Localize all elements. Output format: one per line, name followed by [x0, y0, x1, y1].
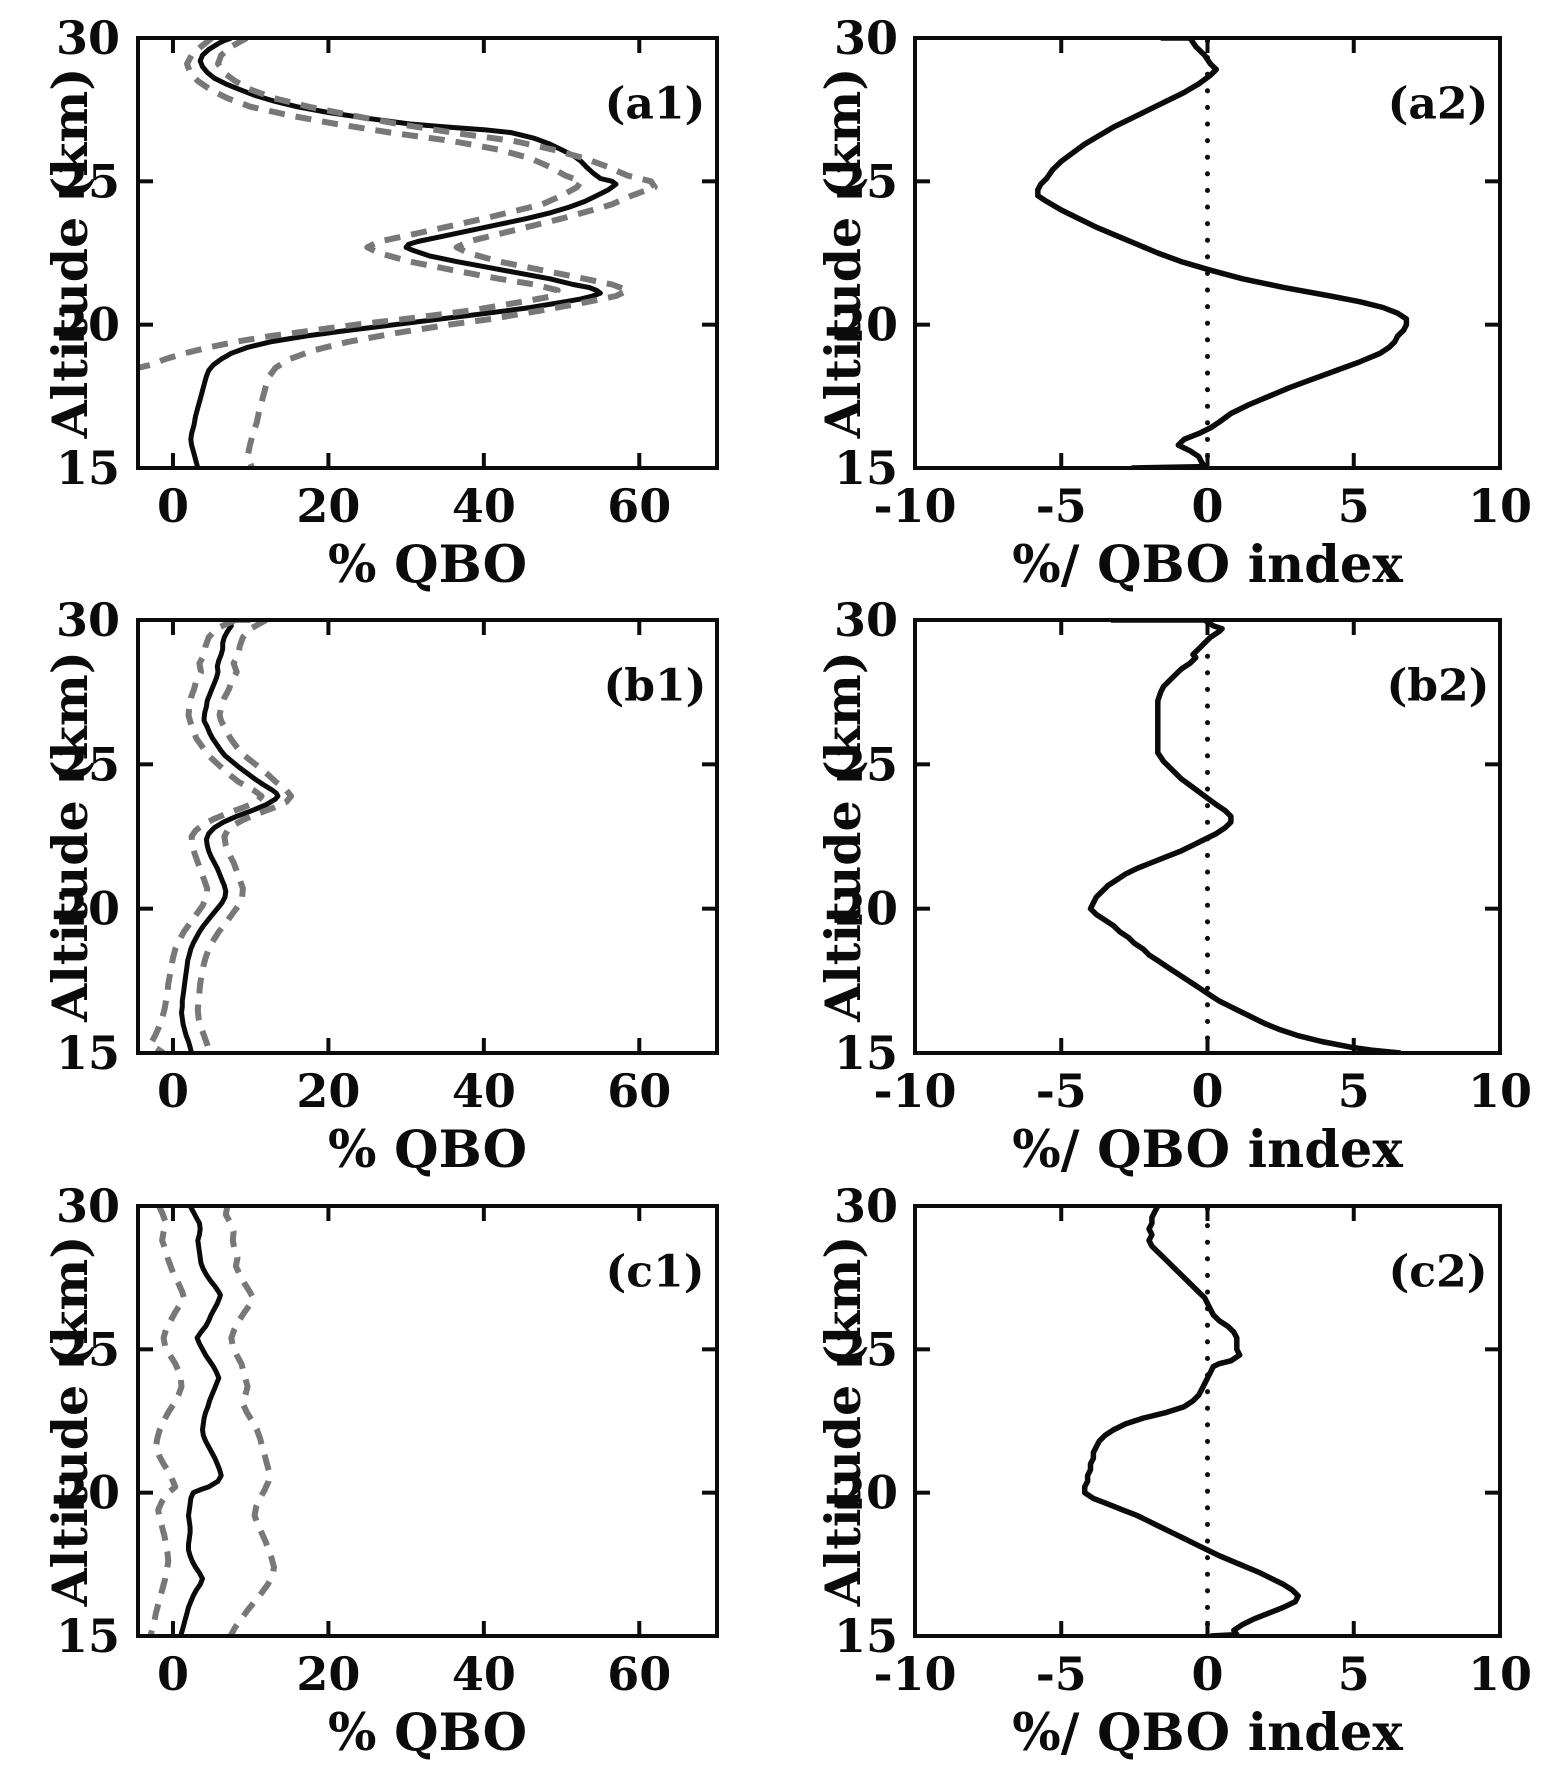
x-tick-label: -10	[873, 1064, 956, 1118]
x-tick-label: 5	[1338, 1064, 1370, 1118]
curve-b2-regression_profile	[1087, 620, 1401, 1053]
x-tick-label: -5	[1036, 1647, 1087, 1701]
y-axis-title: Altitude (km)	[814, 68, 872, 440]
x-tick-label: 10	[1468, 479, 1532, 533]
y-tick-label: 30	[834, 1179, 898, 1233]
y-tick-label: 25	[834, 737, 898, 791]
y-axis-title: Altitude (km)	[41, 651, 99, 1023]
x-tick-label: 0	[1191, 1647, 1223, 1701]
y-tick-label: 30	[56, 1179, 120, 1233]
y-axis-title: Altitude (km)	[814, 651, 872, 1023]
panel-label: (b2)	[1386, 661, 1489, 712]
y-tick-label: 30	[834, 11, 898, 65]
panel-label: (c1)	[605, 1247, 704, 1298]
y-tick-label: 20	[56, 298, 120, 352]
y-tick-label: 25	[56, 1322, 120, 1376]
x-tick-label: 40	[452, 1647, 516, 1701]
curves-a1	[138, 38, 658, 468]
x-axis-title: % QBO	[328, 1703, 527, 1763]
curves-c1	[147, 1206, 277, 1636]
x-tick-label: -10	[873, 1647, 956, 1701]
y-tick-label: 30	[56, 11, 120, 65]
y-axis-title: Altitude (km)	[41, 1236, 99, 1608]
y-tick-label: 15	[834, 441, 898, 495]
y-tick-label: 20	[834, 298, 898, 352]
y-axis-title: Altitude (km)	[41, 68, 99, 440]
x-tick-label: 40	[452, 479, 516, 533]
y-tick-label: 15	[834, 1609, 898, 1663]
x-axis-title: %/ QBO index	[1012, 1703, 1403, 1763]
panel-a1: 0 20 40 60 30 25 20 15 % QBO Altitude (km) (a1)	[41, 11, 719, 595]
axes-frame	[136, 618, 719, 1055]
x-tick-label: 5	[1338, 1647, 1370, 1701]
curve-c1-upper_bound	[222, 1206, 277, 1636]
curve-b1-lower_bound	[147, 620, 265, 1053]
panel-label: (a1)	[605, 79, 706, 130]
panel-c2: -10 -5 0 5 10 30 25 20 15 %/ QBO index Altitude (k…	[814, 1179, 1532, 1763]
y-tick-label: 25	[56, 737, 120, 791]
x-tick-label: 20	[296, 479, 360, 533]
x-tick-label: 20	[296, 1647, 360, 1701]
panel-c1: 0 20 40 60 30 25 20 15 % QBO Altitude (km) (c1)	[41, 1179, 719, 1763]
curves-b1	[147, 620, 295, 1053]
x-tick-label: 0	[1191, 1064, 1223, 1118]
y-tick-label: 25	[834, 1322, 898, 1376]
y-tick-label: 15	[56, 441, 120, 495]
y-tick-label: 20	[56, 882, 120, 936]
curves-c2	[1081, 1206, 1301, 1636]
curve-a2-regression_profile	[1035, 38, 1410, 468]
curves-a2	[1035, 38, 1410, 468]
y-tick-label: 20	[56, 1466, 120, 1520]
curve-b1-upper_bound	[194, 620, 295, 1053]
panel-b2: -10 -5 0 5 10 30 25 20 15 %/ QBO index Altitude (k…	[814, 593, 1532, 1180]
y-tick-label: 20	[834, 882, 898, 936]
x-tick-label: 10	[1468, 1647, 1532, 1701]
curve-c2-regression_profile	[1081, 1206, 1301, 1636]
x-tick-label: -5	[1036, 479, 1087, 533]
y-tick-label: 15	[56, 1026, 120, 1080]
x-tick-label: 10	[1468, 1064, 1532, 1118]
panel-label: (c2)	[1388, 1247, 1487, 1298]
x-tick-label: 0	[1191, 479, 1223, 533]
x-tick-label: 0	[157, 1064, 189, 1118]
curve-a1-lower_bound	[138, 38, 584, 371]
y-tick-label: 30	[56, 593, 120, 647]
curve-a1-upper_bound	[215, 38, 658, 468]
y-tick-label: 15	[56, 1609, 120, 1663]
curves-b2	[1087, 620, 1401, 1053]
x-axis-title: % QBO	[328, 535, 527, 595]
x-axis-title: %/ QBO index	[1012, 535, 1403, 595]
curve-c1-mean	[178, 1206, 224, 1636]
axes-frame	[136, 36, 719, 470]
x-tick-label: 0	[157, 479, 189, 533]
x-tick-label: 60	[607, 1647, 671, 1701]
y-tick-label: 20	[834, 1466, 898, 1520]
panel-b1: 0 20 40 60 30 25 20 15 % QBO Altitude (km) (b1)	[41, 593, 719, 1180]
y-axis-title: Altitude (km)	[814, 1236, 872, 1608]
axes-frame	[136, 1204, 719, 1638]
x-tick-label: -10	[873, 479, 956, 533]
x-tick-label: 5	[1338, 479, 1370, 533]
x-tick-label: -5	[1036, 1064, 1087, 1118]
x-tick-label: 20	[296, 1064, 360, 1118]
curve-b1-mean	[179, 620, 281, 1053]
panel-label: (a2)	[1388, 79, 1489, 130]
panel-a2: -10 -5 0 5 10 30 25 20 15 %/ QBO index Altitude (k…	[814, 11, 1532, 595]
x-axis-title: %/ QBO index	[1012, 1120, 1403, 1180]
y-tick-label: 25	[56, 154, 120, 208]
x-tick-label: 60	[607, 479, 671, 533]
y-tick-label: 15	[834, 1026, 898, 1080]
x-tick-label: 60	[607, 1064, 671, 1118]
y-tick-label: 30	[834, 593, 898, 647]
x-tick-label: 40	[452, 1064, 516, 1118]
x-tick-label: 0	[157, 1647, 189, 1701]
y-tick-label: 25	[834, 154, 898, 208]
curve-c1-lower_bound	[147, 1206, 187, 1636]
x-axis-title: % QBO	[328, 1120, 527, 1180]
panel-label: (b1)	[603, 661, 706, 712]
